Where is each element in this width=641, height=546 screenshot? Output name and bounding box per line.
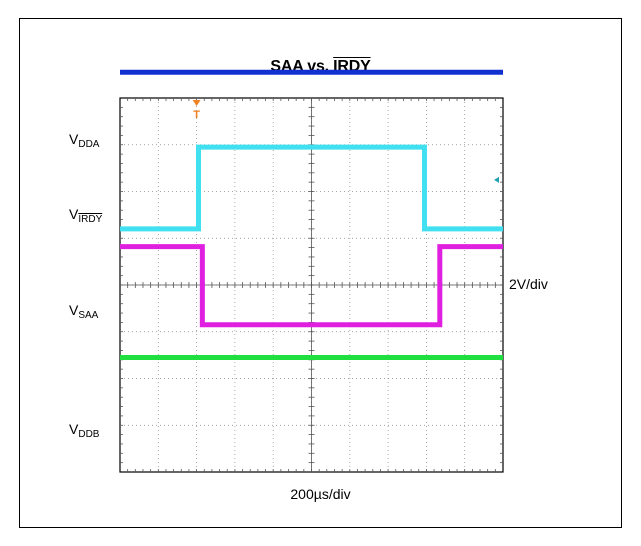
trigger-marker-icon	[192, 100, 201, 106]
series-label-subscript: IRDY	[78, 213, 103, 225]
series-label-main: V	[69, 131, 79, 148]
series-label-ddb: VDDB	[69, 421, 99, 440]
series-label-irdy: VIRDY	[69, 206, 102, 225]
series-label-subscript: DDA	[78, 139, 100, 151]
trace-edge-saa	[120, 246, 503, 326]
series-label-main: V	[69, 301, 79, 318]
series-label-main: V	[69, 420, 79, 437]
ref-level-marker-icon	[494, 176, 499, 183]
series-label-subscript: DDB	[78, 428, 100, 440]
trace-edge-irdy	[120, 146, 503, 230]
x-scale-label: 200µs/div	[290, 486, 351, 502]
series-label-dda: VDDA	[69, 131, 99, 150]
series-label-main: V	[69, 205, 79, 222]
y-scale-label: 2V/div	[509, 276, 548, 292]
trigger-marker-label: T	[193, 109, 200, 121]
series-label-saa: VSAA	[69, 302, 98, 321]
series-label-subscript: SAA	[78, 309, 99, 321]
